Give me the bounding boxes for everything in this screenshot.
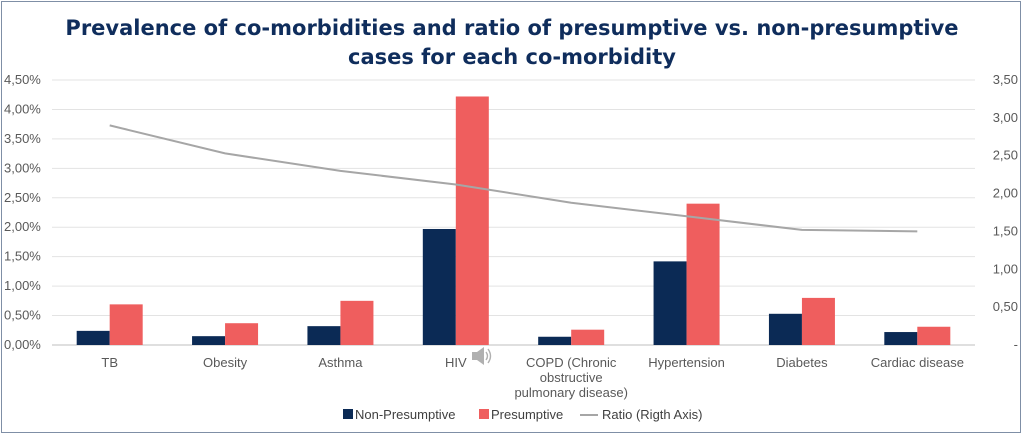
x-category-label: Cardiac disease bbox=[871, 355, 964, 370]
bar-non-presumptive bbox=[76, 330, 110, 345]
x-category-label: Diabetes bbox=[776, 355, 828, 370]
bar-non-presumptive bbox=[422, 228, 456, 345]
axes: 0,00% 0,50% 1,00% 1,50% 2,00% 2,50% 3,00% 3,50%… bbox=[4, 72, 1018, 400]
y-left-tick-label: 3,00% bbox=[4, 160, 41, 175]
speaker-icon[interactable] bbox=[472, 347, 492, 365]
y-right-tick-label: 3,50 bbox=[993, 72, 1018, 87]
x-category-label: Obesity bbox=[203, 355, 248, 370]
legend-label: Ratio (Rigth Axis) bbox=[602, 407, 702, 422]
bar-non-presumptive bbox=[884, 332, 918, 345]
x-category-label: Asthma bbox=[318, 355, 363, 370]
bars bbox=[76, 96, 951, 345]
y-left-tick-label: 0,50% bbox=[4, 308, 41, 323]
bar-presumptive bbox=[686, 203, 720, 345]
y-left-tick-label: 3,50% bbox=[4, 131, 41, 146]
legend-label: Non-Presumptive bbox=[355, 407, 455, 422]
y-left-tick-label: 0,00% bbox=[4, 337, 41, 352]
y-right-tick-label: 2,00 bbox=[993, 186, 1018, 201]
y-left-tick-label: 2,50% bbox=[4, 190, 41, 205]
x-category-label: TB bbox=[101, 355, 118, 370]
bar-presumptive bbox=[225, 323, 259, 345]
x-category-label: HIV bbox=[445, 355, 467, 370]
y-right-tick-label: - bbox=[1014, 337, 1018, 352]
bar-presumptive bbox=[801, 297, 835, 345]
y-right-tick-label: 1,00 bbox=[993, 261, 1018, 276]
bar-non-presumptive bbox=[653, 261, 687, 345]
ratio-line bbox=[109, 124, 918, 233]
legend: Non-Presumptive Presumptive Ratio (Rigth A… bbox=[343, 407, 702, 422]
gridlines bbox=[52, 79, 975, 346]
y-left-tick-label: 2,00% bbox=[4, 219, 41, 234]
x-category-label: COPD (Chronic bbox=[526, 355, 617, 370]
bar-non-presumptive bbox=[192, 336, 226, 345]
bar-non-presumptive bbox=[768, 313, 802, 345]
y-left-tick-label: 4,00% bbox=[4, 101, 41, 116]
bar-non-presumptive bbox=[538, 336, 572, 345]
x-category-label: obstructive bbox=[540, 370, 603, 385]
y-right-tick-label: 0,50 bbox=[993, 299, 1018, 314]
y-right-tick-label: 1,50 bbox=[993, 223, 1018, 238]
y-right-tick-label: 2,50 bbox=[993, 148, 1018, 163]
bar-presumptive bbox=[455, 96, 489, 345]
y-left-tick-label: 1,50% bbox=[4, 249, 41, 264]
bar-presumptive bbox=[571, 329, 605, 345]
bar-non-presumptive bbox=[307, 326, 341, 345]
y-left-tick-label: 1,00% bbox=[4, 278, 41, 293]
chart-title-line-2: cases for each co-morbidity bbox=[348, 45, 676, 69]
chart-title: Prevalence of co-morbidities and ratio o… bbox=[0, 14, 1024, 72]
bar-presumptive bbox=[109, 304, 143, 345]
y-right-tick-label: 3,00 bbox=[993, 110, 1018, 125]
x-category-label: pulmonary disease) bbox=[514, 385, 627, 400]
bar-presumptive bbox=[340, 300, 374, 345]
legend-label: Presumptive bbox=[491, 407, 563, 422]
y-left-tick-label: 4,50% bbox=[4, 72, 41, 87]
ratio-line-group bbox=[109, 124, 918, 233]
legend-swatch bbox=[479, 409, 489, 419]
legend-swatch bbox=[343, 409, 353, 419]
bar-presumptive bbox=[917, 326, 951, 345]
chart-title-line-1: Prevalence of co-morbidities and ratio o… bbox=[65, 16, 959, 40]
x-category-label: Hypertension bbox=[648, 355, 725, 370]
